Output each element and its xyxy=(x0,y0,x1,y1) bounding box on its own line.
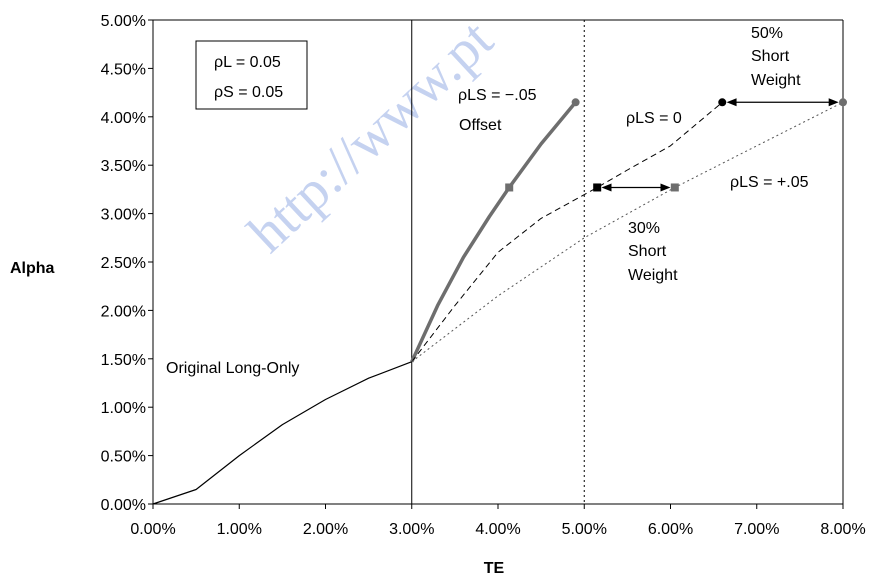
x-tick-label: 8.00% xyxy=(820,521,865,538)
annotation-offset: Offset xyxy=(459,117,502,134)
annotation-rho-plus: ρLS = +.05 xyxy=(730,174,809,191)
legend-box-frame xyxy=(195,40,308,110)
markers-group xyxy=(505,98,847,192)
marker-circle xyxy=(839,98,847,107)
marker-square xyxy=(670,183,679,192)
y-tick-label: 4.00% xyxy=(101,110,146,127)
annotation-50-weight: Weight xyxy=(751,72,801,89)
annotation-30-short: Short xyxy=(628,243,667,260)
arrow-head-left-1 xyxy=(601,183,612,192)
y-tick-label: 3.00% xyxy=(101,207,146,224)
series-line-3 xyxy=(411,101,844,363)
series-line-1 xyxy=(410,101,577,363)
annotation-rho-zero: ρLS = 0 xyxy=(626,110,682,127)
marker-circle xyxy=(571,98,580,107)
y-axis-ticks: 0.00% 0.50% 1.00% 1.50% 2.00% 2.50% 3.00% 3.50%… xyxy=(101,13,153,514)
annotation-50-short: Short xyxy=(751,48,790,65)
x-axis-ticks: 0.00% 1.00% 2.00% 3.00% 4.00% 5.00% 6.00% 7.00%… xyxy=(130,504,866,538)
series-group xyxy=(152,101,844,505)
y-tick-label: 2.50% xyxy=(101,255,146,272)
x-tick-label: 2.00% xyxy=(303,521,348,538)
legend-rho-s: ρS = 0.05 xyxy=(214,84,283,101)
legend-box: ρL = 0.05 ρS = 0.05 xyxy=(195,40,308,110)
x-tick-label: 7.00% xyxy=(734,521,779,538)
arrows-group xyxy=(601,98,839,192)
legend-rho-l: ρL = 0.05 xyxy=(214,54,281,71)
x-tick-label: 1.00% xyxy=(217,521,262,538)
marker-circle xyxy=(718,98,727,107)
y-tick-label: 5.00% xyxy=(101,13,146,30)
x-tick-label: 3.00% xyxy=(389,521,434,538)
y-tick-label: 4.50% xyxy=(101,61,146,78)
y-axis-label: Alpha xyxy=(10,260,55,277)
arrow-head-right-1 xyxy=(660,183,671,192)
y-tick-label: 1.00% xyxy=(101,400,146,417)
marker-square xyxy=(505,183,514,192)
annotation-30-pct: 30% xyxy=(628,220,660,237)
annotation-offset-rho: ρLS = −.05 xyxy=(458,87,537,104)
annotation-50-pct: 50% xyxy=(751,25,783,42)
series-line-0 xyxy=(152,361,413,505)
x-tick-label: 4.00% xyxy=(475,521,520,538)
x-tick-label: 0.00% xyxy=(130,521,175,538)
x-tick-label: 5.00% xyxy=(562,521,607,538)
y-tick-label: 0.50% xyxy=(101,449,146,466)
x-axis-label: TE xyxy=(484,560,505,577)
series-line-2 xyxy=(411,101,723,363)
y-tick-label: 3.50% xyxy=(101,158,146,175)
y-tick-label: 2.00% xyxy=(101,303,146,320)
marker-square xyxy=(593,183,602,192)
arrow-head-left-0 xyxy=(726,98,737,107)
arrow-head-right-0 xyxy=(828,98,839,107)
annotation-original: Original Long-Only xyxy=(166,360,299,377)
x-tick-label: 6.00% xyxy=(648,521,693,538)
y-tick-label: 0.00% xyxy=(101,497,146,514)
annotation-30-weight: Weight xyxy=(628,267,678,284)
y-tick-label: 1.50% xyxy=(101,352,146,369)
reference-lines xyxy=(411,20,585,504)
